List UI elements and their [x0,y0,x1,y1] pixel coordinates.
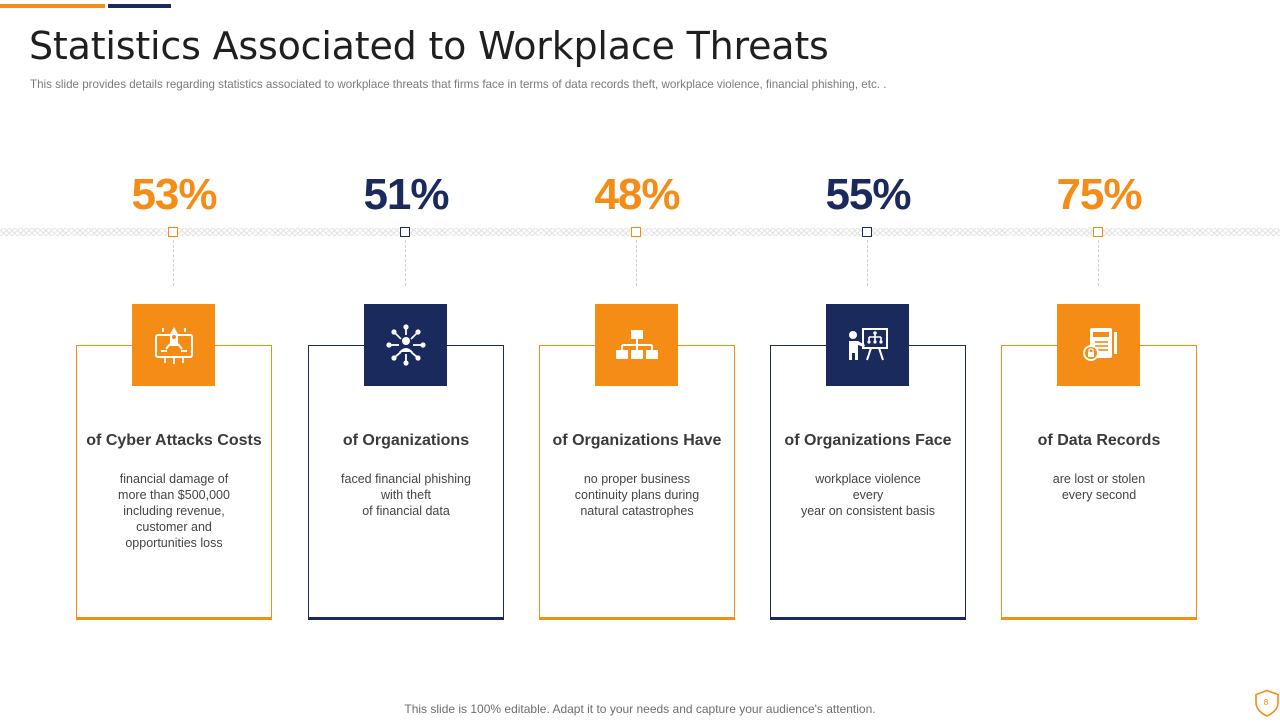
stat-column-1: 53% of Cyber Attacks Costs financial dam… [76,0,272,720]
page-number: 8 [1263,698,1269,707]
stat-title: of Cyber Attacks Costs [86,432,262,449]
stat-description: no proper business continuity plans duri… [574,472,700,518]
stat-percent: 55% [825,170,911,219]
stat-description: financial damage of more than $500,000 i… [118,472,230,550]
connector-line [173,240,174,286]
icon-tile [826,304,909,386]
accent-bar-navy [108,4,171,8]
stat-card [308,345,504,620]
connector-line [1098,240,1099,286]
stat-column-4: 55% of Organizations Face workplace viol… [770,0,966,720]
footer-note: This slide is 100% editable. Adapt it to… [404,702,876,716]
page-title: Statistics Associated to Workplace Threa… [29,24,829,68]
shield-icon [1255,689,1279,717]
stat-title: of Organizations Have [552,432,722,449]
stat-title: of Organizations [342,432,470,449]
icon-tile [595,304,678,386]
icon-tile [1057,304,1140,386]
page-subtitle: This slide provides details regarding st… [30,78,887,91]
accent-bar-orange [0,4,105,8]
stat-column-2: 51% of Organizations faced financial phi… [308,0,504,720]
presentation-icon [848,328,888,361]
stat-percent: 48% [594,170,680,219]
icon-tile [132,304,215,386]
org-chart-icon [615,330,658,359]
connector-line [405,240,406,286]
stat-card [76,345,272,620]
connector-line [636,240,637,286]
stat-percent: 75% [1056,170,1142,219]
timeline-marker [168,227,178,237]
timeline-marker [862,227,872,237]
stat-column-3: 48% of Organizations Have no proper busi… [539,0,735,720]
stat-title: of Data Records [1037,432,1161,449]
connector-line [867,240,868,286]
stat-title: of Organizations Face [784,432,952,449]
page-number-badge: 8 [1254,689,1280,717]
stat-percent: 53% [131,170,217,219]
stat-percent: 51% [363,170,449,219]
stat-description: are lost or stolen every second [1052,472,1146,502]
data-record-icon [1082,328,1117,361]
timeline-marker [1093,227,1103,237]
timeline-marker [631,227,641,237]
stat-description: workplace violence every year on consist… [800,472,936,518]
network-people-icon [385,324,426,366]
cyber-attack-icon [154,327,193,364]
timeline-marker [400,227,410,237]
stat-column-5: 75% of Data Records are lost or stolen e… [1001,0,1197,720]
icon-tile [364,304,447,386]
stat-card [770,345,966,620]
stat-description: faced financial phishing with theft of f… [341,472,471,518]
